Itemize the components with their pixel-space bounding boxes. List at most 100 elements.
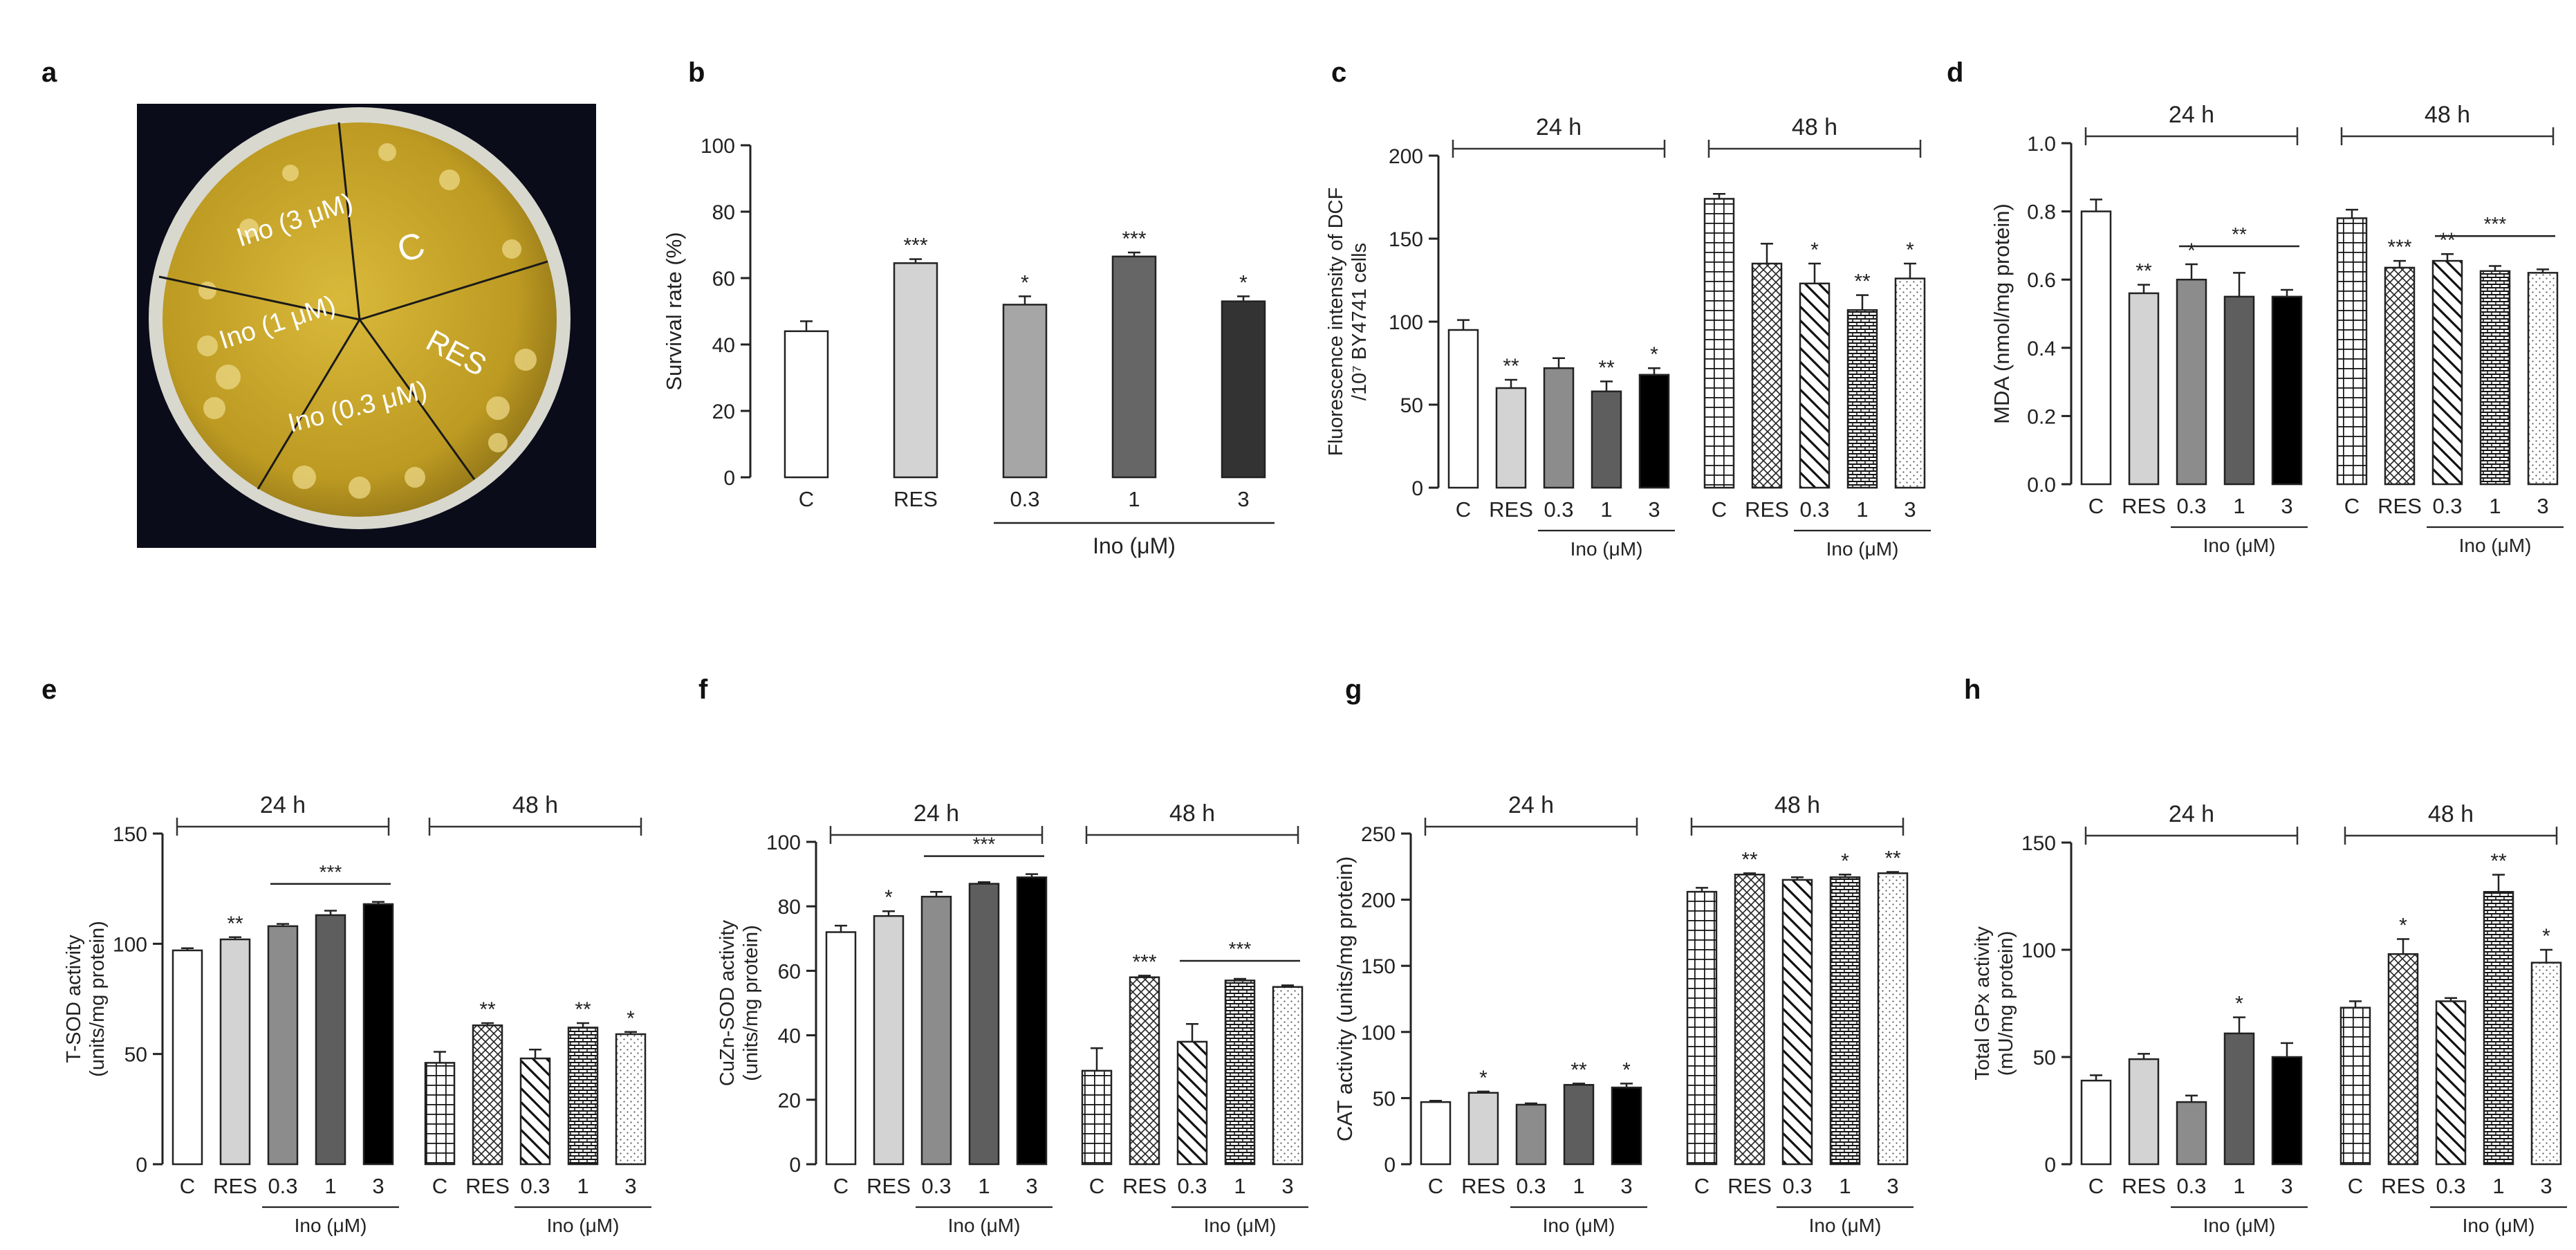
y-tick-label: 0 bbox=[723, 467, 735, 490]
y-tick-label: 0 bbox=[136, 1154, 147, 1177]
bar-3 bbox=[1877, 872, 1909, 1166]
significance-mark: ** bbox=[575, 998, 591, 1021]
significance-bracket-mark: ** bbox=[2232, 223, 2247, 245]
bar-0.3 bbox=[2435, 1000, 2467, 1166]
colony-spots bbox=[197, 143, 537, 499]
ino-group-label: Ino (μM) bbox=[2463, 1215, 2535, 1236]
x-tick-label: RES bbox=[1461, 1174, 1505, 1198]
x-tick-label: C bbox=[1694, 1174, 1709, 1198]
y-tick-label: 200 bbox=[1361, 890, 1396, 912]
ino-group-label: Ino (μM) bbox=[1809, 1215, 1882, 1236]
x-tick-label: 3 bbox=[1904, 497, 1916, 522]
ino-group-label: Ino (μM) bbox=[547, 1215, 620, 1236]
bar-C bbox=[1703, 198, 1735, 489]
bar-3 bbox=[2271, 1056, 2303, 1166]
significance-mark: ** bbox=[2439, 229, 2456, 252]
x-tick-label: 0.3 bbox=[1177, 1174, 1207, 1198]
y-tick-label: 0.4 bbox=[2027, 338, 2056, 360]
bar-0.3 bbox=[1543, 367, 1575, 489]
significance-mark: *** bbox=[1132, 950, 1156, 973]
y-tick-label: 80 bbox=[712, 201, 735, 224]
significance-mark: * bbox=[2235, 993, 2243, 1015]
bar-RES bbox=[2128, 1058, 2160, 1166]
x-tick-label: 0.3 bbox=[1516, 1174, 1546, 1198]
x-tick-label: RES bbox=[1745, 497, 1789, 522]
time-group-label: 48 h bbox=[2428, 801, 2474, 827]
x-tick-label: C bbox=[1089, 1174, 1104, 1198]
significance-mark: ** bbox=[2490, 850, 2507, 873]
x-tick-label: 3 bbox=[1620, 1174, 1632, 1198]
significance-mark: ** bbox=[1741, 848, 1758, 871]
x-tick-label: RES bbox=[867, 1174, 911, 1198]
sector-dividers bbox=[158, 122, 548, 490]
bar-0.3 bbox=[1515, 1103, 1547, 1166]
y-tick-label: 0 bbox=[2044, 1154, 2056, 1177]
time-group-label: 24 h bbox=[914, 800, 959, 827]
bar-RES bbox=[1129, 976, 1160, 1166]
bar-C bbox=[1447, 329, 1479, 489]
bar-3 bbox=[1016, 876, 1048, 1166]
time-group-label: 48 h bbox=[512, 792, 558, 818]
x-tick-label: 0.3 bbox=[1799, 497, 1829, 522]
x-tick-label: 0.3 bbox=[2432, 494, 2462, 518]
y-tick-label: 100 bbox=[2021, 939, 2056, 962]
ino-group-label: Ino (μM) bbox=[2203, 535, 2276, 556]
y-tick-label: 0 bbox=[1411, 477, 1423, 500]
y-tick-label: 0 bbox=[1384, 1154, 1396, 1177]
y-axis-title-line2: /10⁷ BY4741 cells bbox=[1349, 243, 1371, 401]
x-tick-label: 3 bbox=[2540, 1174, 2552, 1198]
bar-0.3 bbox=[2176, 278, 2207, 486]
bar-C bbox=[825, 931, 857, 1166]
bar-1 bbox=[1224, 980, 1256, 1166]
bar-1 bbox=[1846, 309, 1878, 489]
bar-0.3 bbox=[1781, 879, 1813, 1166]
y-tick-label: 100 bbox=[1361, 1022, 1396, 1045]
panel-letter-e: e bbox=[41, 674, 57, 705]
x-tick-label: 3 bbox=[2537, 494, 2548, 518]
significance-mark: *** bbox=[2387, 236, 2411, 259]
y-tick-label: 50 bbox=[1400, 394, 1423, 417]
y-tick-label: 40 bbox=[712, 334, 735, 357]
bar-3 bbox=[362, 903, 394, 1166]
chart-f-cuzn-sod: 0 20 40 60 80 100 CuZn-SOD activity (units/mg p… bbox=[716, 800, 1308, 1236]
y-tick-label: 0.0 bbox=[2027, 474, 2056, 497]
x-tick-label: 3 bbox=[1648, 497, 1660, 522]
bar-0.3 bbox=[1176, 1040, 1208, 1166]
time-group-label: 24 h bbox=[1508, 792, 1554, 818]
x-tick-label: RES bbox=[893, 487, 938, 511]
bar-1 bbox=[2483, 891, 2514, 1166]
x-tick-label: 1 bbox=[2233, 494, 2245, 518]
bar-3 bbox=[1894, 277, 1926, 489]
y-tick-label: 80 bbox=[778, 896, 801, 919]
y-tick-label: 40 bbox=[778, 1025, 801, 1048]
y-tick-label: 50 bbox=[2033, 1047, 2056, 1069]
y-axis-title-line1: Total GPx activity bbox=[1972, 926, 1994, 1081]
chart-c-dcf-fluorescence: 0 50 100 150 200 Fluorescence intensity of DC… bbox=[1325, 114, 1931, 560]
bar-0.3 bbox=[2431, 259, 2463, 486]
y-axis-title: Survival rate (%) bbox=[662, 232, 686, 390]
significance-mark: ** bbox=[1503, 355, 1519, 378]
x-tick-label: 1 bbox=[2492, 1174, 2504, 1198]
panel-letter-h: h bbox=[1964, 674, 1981, 705]
bar-1 bbox=[1591, 390, 1622, 489]
ino-group-label: Ino (μM) bbox=[1093, 533, 1176, 558]
bar-1 bbox=[2223, 295, 2255, 486]
significance-mark: ** bbox=[2135, 260, 2152, 283]
significance-mark: * bbox=[1479, 1067, 1488, 1090]
x-tick-label: 1 bbox=[1128, 487, 1140, 511]
x-tick-label: 1 bbox=[1856, 497, 1868, 522]
y-tick-label: 100 bbox=[701, 135, 735, 158]
x-tick-label: C bbox=[2088, 1174, 2104, 1198]
bar-C bbox=[172, 949, 203, 1166]
bar-1 bbox=[567, 1027, 599, 1166]
bar-1 bbox=[315, 914, 346, 1166]
x-tick-label: C bbox=[833, 1174, 849, 1198]
time-group-label: 24 h bbox=[260, 792, 306, 818]
significance-bracket-mark: *** bbox=[319, 861, 342, 883]
time-group-label: 48 h bbox=[1169, 800, 1215, 827]
chart-h-gpx: 0 50 100 150 Total GPx activity (mU/mg protei… bbox=[1972, 801, 2567, 1236]
x-tick-label: 3 bbox=[372, 1174, 384, 1198]
ino-group-label: Ino (μM) bbox=[1826, 538, 1899, 560]
